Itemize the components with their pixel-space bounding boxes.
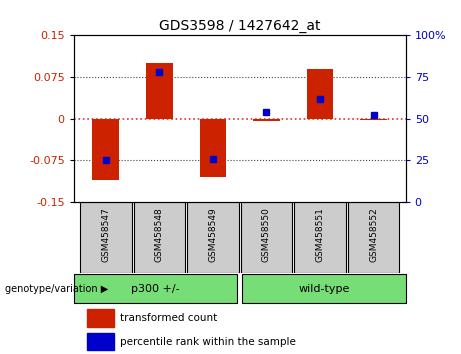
Text: transformed count: transformed count (120, 313, 218, 323)
Title: GDS3598 / 1427642_at: GDS3598 / 1427642_at (159, 19, 320, 33)
Text: percentile rank within the sample: percentile rank within the sample (120, 337, 296, 347)
Text: GSM458551: GSM458551 (315, 207, 325, 262)
Bar (242, 274, 406, 303)
Bar (253, 119, 280, 121)
Text: GSM458549: GSM458549 (208, 207, 218, 262)
Bar (80, 202, 131, 273)
Bar (134, 202, 185, 273)
Bar (294, 202, 346, 273)
Text: GSM458552: GSM458552 (369, 207, 378, 262)
Bar (187, 202, 239, 273)
Bar (74, 274, 237, 303)
Bar (360, 119, 387, 120)
Text: GSM458550: GSM458550 (262, 207, 271, 262)
Text: genotype/variation ▶: genotype/variation ▶ (5, 284, 108, 293)
Text: p300 +/-: p300 +/- (131, 284, 180, 293)
Bar (307, 69, 333, 119)
Bar (200, 119, 226, 177)
Bar (87, 309, 113, 327)
Text: GSM458547: GSM458547 (101, 207, 110, 262)
Bar (87, 333, 113, 350)
Bar (93, 119, 119, 179)
Bar (348, 202, 399, 273)
Text: GSM458548: GSM458548 (155, 207, 164, 262)
Bar (146, 63, 173, 119)
Bar (241, 202, 292, 273)
Text: wild-type: wild-type (298, 284, 349, 293)
